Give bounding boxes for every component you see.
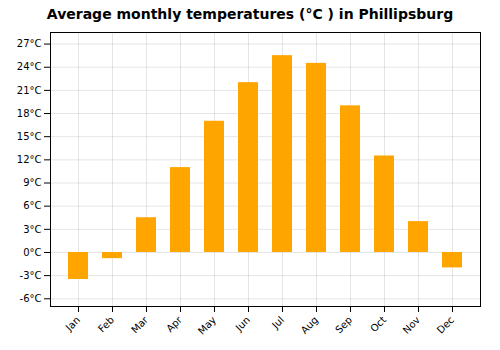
- svg-text:-3°C: -3°C: [20, 270, 42, 281]
- svg-text:9°C: 9°C: [23, 177, 41, 188]
- svg-text:Jun: Jun: [233, 314, 253, 334]
- svg-text:Jan: Jan: [63, 314, 82, 333]
- svg-text:6°C: 6°C: [23, 200, 41, 211]
- svg-text:Mar: Mar: [129, 314, 151, 336]
- svg-text:3°C: 3°C: [23, 224, 41, 235]
- svg-text:Dec: Dec: [435, 314, 456, 335]
- html-text:Average monthly temperatures (: Average monthly temperatures (°C ) in Ph…: [46, 6, 454, 22]
- svg-text:12°C: 12°C: [17, 154, 42, 165]
- svg-text:21°C: 21°C: [17, 85, 42, 96]
- svg-text:Oct: Oct: [368, 314, 388, 334]
- svg-text:Aug: Aug: [299, 314, 321, 336]
- svg-text:24°C: 24°C: [17, 61, 42, 72]
- svg-text:Feb: Feb: [96, 314, 116, 334]
- svg-text:18°C: 18°C: [17, 108, 42, 119]
- svg-text:Apr: Apr: [164, 314, 185, 335]
- svg-text:Sep: Sep: [333, 314, 354, 335]
- svg-text:15°C: 15°C: [17, 131, 42, 142]
- svg-text:May: May: [196, 314, 218, 336]
- svg-text:Nov: Nov: [401, 314, 423, 336]
- svg-text:0°C: 0°C: [23, 247, 41, 258]
- svg-text:Jul: Jul: [269, 314, 286, 331]
- svg-text:27°C: 27°C: [17, 38, 42, 49]
- svg-text:-6°C: -6°C: [20, 293, 42, 304]
